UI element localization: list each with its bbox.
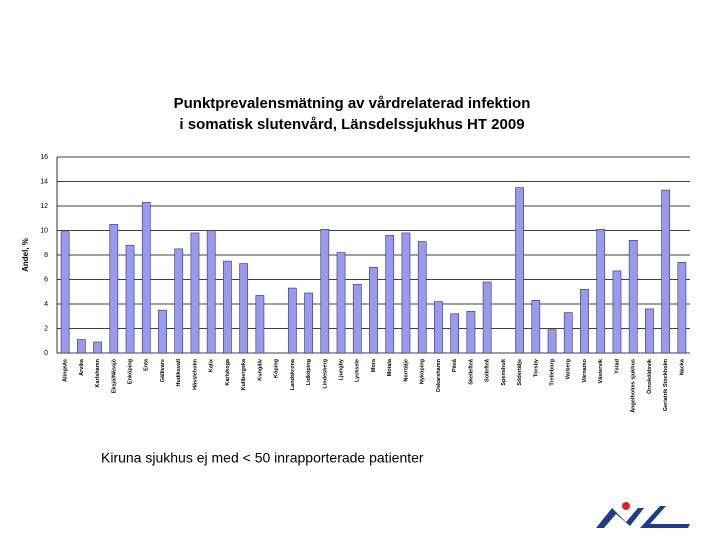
bar	[401, 232, 411, 354]
x-tick-label: Köping	[274, 359, 280, 378]
x-tick-label: Eksjö/Nässjö	[111, 358, 117, 393]
x-tick-label: Enta	[144, 358, 150, 371]
bar	[563, 312, 573, 354]
bar	[434, 301, 443, 354]
bar	[141, 202, 151, 354]
bar	[125, 244, 135, 354]
x-tick-label: Enköping	[127, 359, 133, 384]
x-tick-label: Norrtälje	[403, 359, 409, 382]
bar	[645, 308, 654, 354]
x-tick-label: Hudiksvall	[176, 359, 182, 387]
x-tick-label: Hässleholm	[192, 359, 198, 390]
bar	[255, 295, 265, 354]
bar	[466, 311, 476, 354]
x-tick-label: Sollefteå	[484, 358, 491, 382]
bar	[531, 300, 541, 354]
x-tick-label: Kullbergska	[241, 358, 247, 390]
logo	[596, 502, 690, 528]
x-tick-label: Gällivare	[160, 359, 166, 382]
bar	[239, 263, 249, 354]
y-tick-label: 16	[40, 154, 48, 161]
x-tick-label: Nacka	[679, 358, 685, 375]
x-tick-label: Varberg	[566, 359, 572, 379]
bar	[76, 339, 86, 354]
x-tick-label: Motala	[387, 358, 393, 376]
x-tick-label: Lindesberg	[322, 359, 328, 389]
x-tick-label: Västervik	[598, 358, 604, 383]
x-tick-label: Mora	[371, 358, 377, 372]
bar	[612, 270, 622, 354]
bar	[385, 235, 395, 354]
y-tick-label: 4	[44, 301, 48, 308]
x-tick-label: Kalix	[209, 358, 215, 372]
bar	[109, 224, 119, 354]
y-tick-label: 2	[44, 325, 48, 332]
y-tick-label: 0	[44, 350, 48, 357]
x-tick-label: Arvika	[79, 358, 85, 376]
y-tick-label: 8	[44, 252, 48, 259]
x-tick-label: Piteå	[451, 358, 458, 372]
chart-title: i somatisk slutenvård, Länsdelssjukhus H…	[179, 116, 524, 133]
x-tick-label: Alingsås	[62, 359, 69, 382]
x-tick-label: Spenshult	[501, 359, 507, 386]
x-tick-label: Värnamo	[582, 358, 588, 382]
bar	[596, 228, 606, 354]
bar	[352, 284, 362, 354]
x-tick-label: Ängelholms sjukhus	[630, 359, 637, 413]
x-tick-label: Geriatrik Stockholm	[663, 359, 669, 411]
x-tick-label: Trelleborg	[549, 359, 555, 386]
bar	[628, 240, 638, 354]
bar	[369, 266, 378, 354]
bar	[206, 230, 216, 354]
y-axis-label: Andel, %	[21, 238, 30, 272]
bar	[482, 281, 492, 354]
bar	[547, 329, 557, 354]
bar	[417, 241, 427, 354]
bar	[223, 260, 232, 354]
bar	[190, 232, 200, 354]
bar	[336, 252, 346, 354]
x-tick-label: Karlskoga	[225, 358, 231, 386]
annotation: Kiruna sjukhus ej med < 50 inrapporterad…	[101, 450, 424, 466]
bar	[580, 288, 589, 354]
bar	[60, 231, 70, 354]
bar	[515, 187, 524, 354]
bar	[287, 287, 297, 354]
x-tick-label: Ljungby	[338, 358, 344, 380]
chart-title: Punktprevalensmätning av vårdrelaterad i…	[174, 95, 531, 112]
x-tick-label: Ystad	[614, 359, 620, 374]
bar	[661, 189, 671, 354]
bar	[677, 262, 687, 354]
bar	[93, 341, 102, 354]
y-tick-label: 10	[40, 227, 48, 234]
logo-mark	[640, 506, 690, 528]
x-tick-label: Oskarshamn	[436, 358, 442, 392]
x-tick-label: Skellefteå	[467, 358, 474, 385]
y-tick-label: 6	[44, 276, 48, 283]
bar	[304, 292, 313, 354]
x-tick-label: Kungälv	[257, 358, 263, 381]
x-tick-label: Södertälje	[517, 359, 523, 386]
x-tick-label: Örnsköldsvik	[646, 358, 653, 394]
y-tick-label: 14	[40, 178, 48, 185]
x-tick-label: Lycksele	[355, 359, 361, 382]
bar	[158, 309, 167, 354]
x-tick-label: Lidköping	[306, 359, 312, 385]
bar	[450, 313, 460, 354]
bar	[320, 228, 330, 354]
bar	[174, 248, 184, 354]
logo-dot	[622, 502, 630, 510]
x-tick-label: Torsby	[533, 358, 539, 377]
x-tick-label: Karlshamn	[95, 358, 101, 387]
logo-mark	[596, 508, 644, 528]
x-tick-label: Nyköping	[420, 359, 426, 384]
x-tick-label: Landskrona	[290, 358, 296, 390]
y-tick-label: 12	[40, 203, 48, 210]
